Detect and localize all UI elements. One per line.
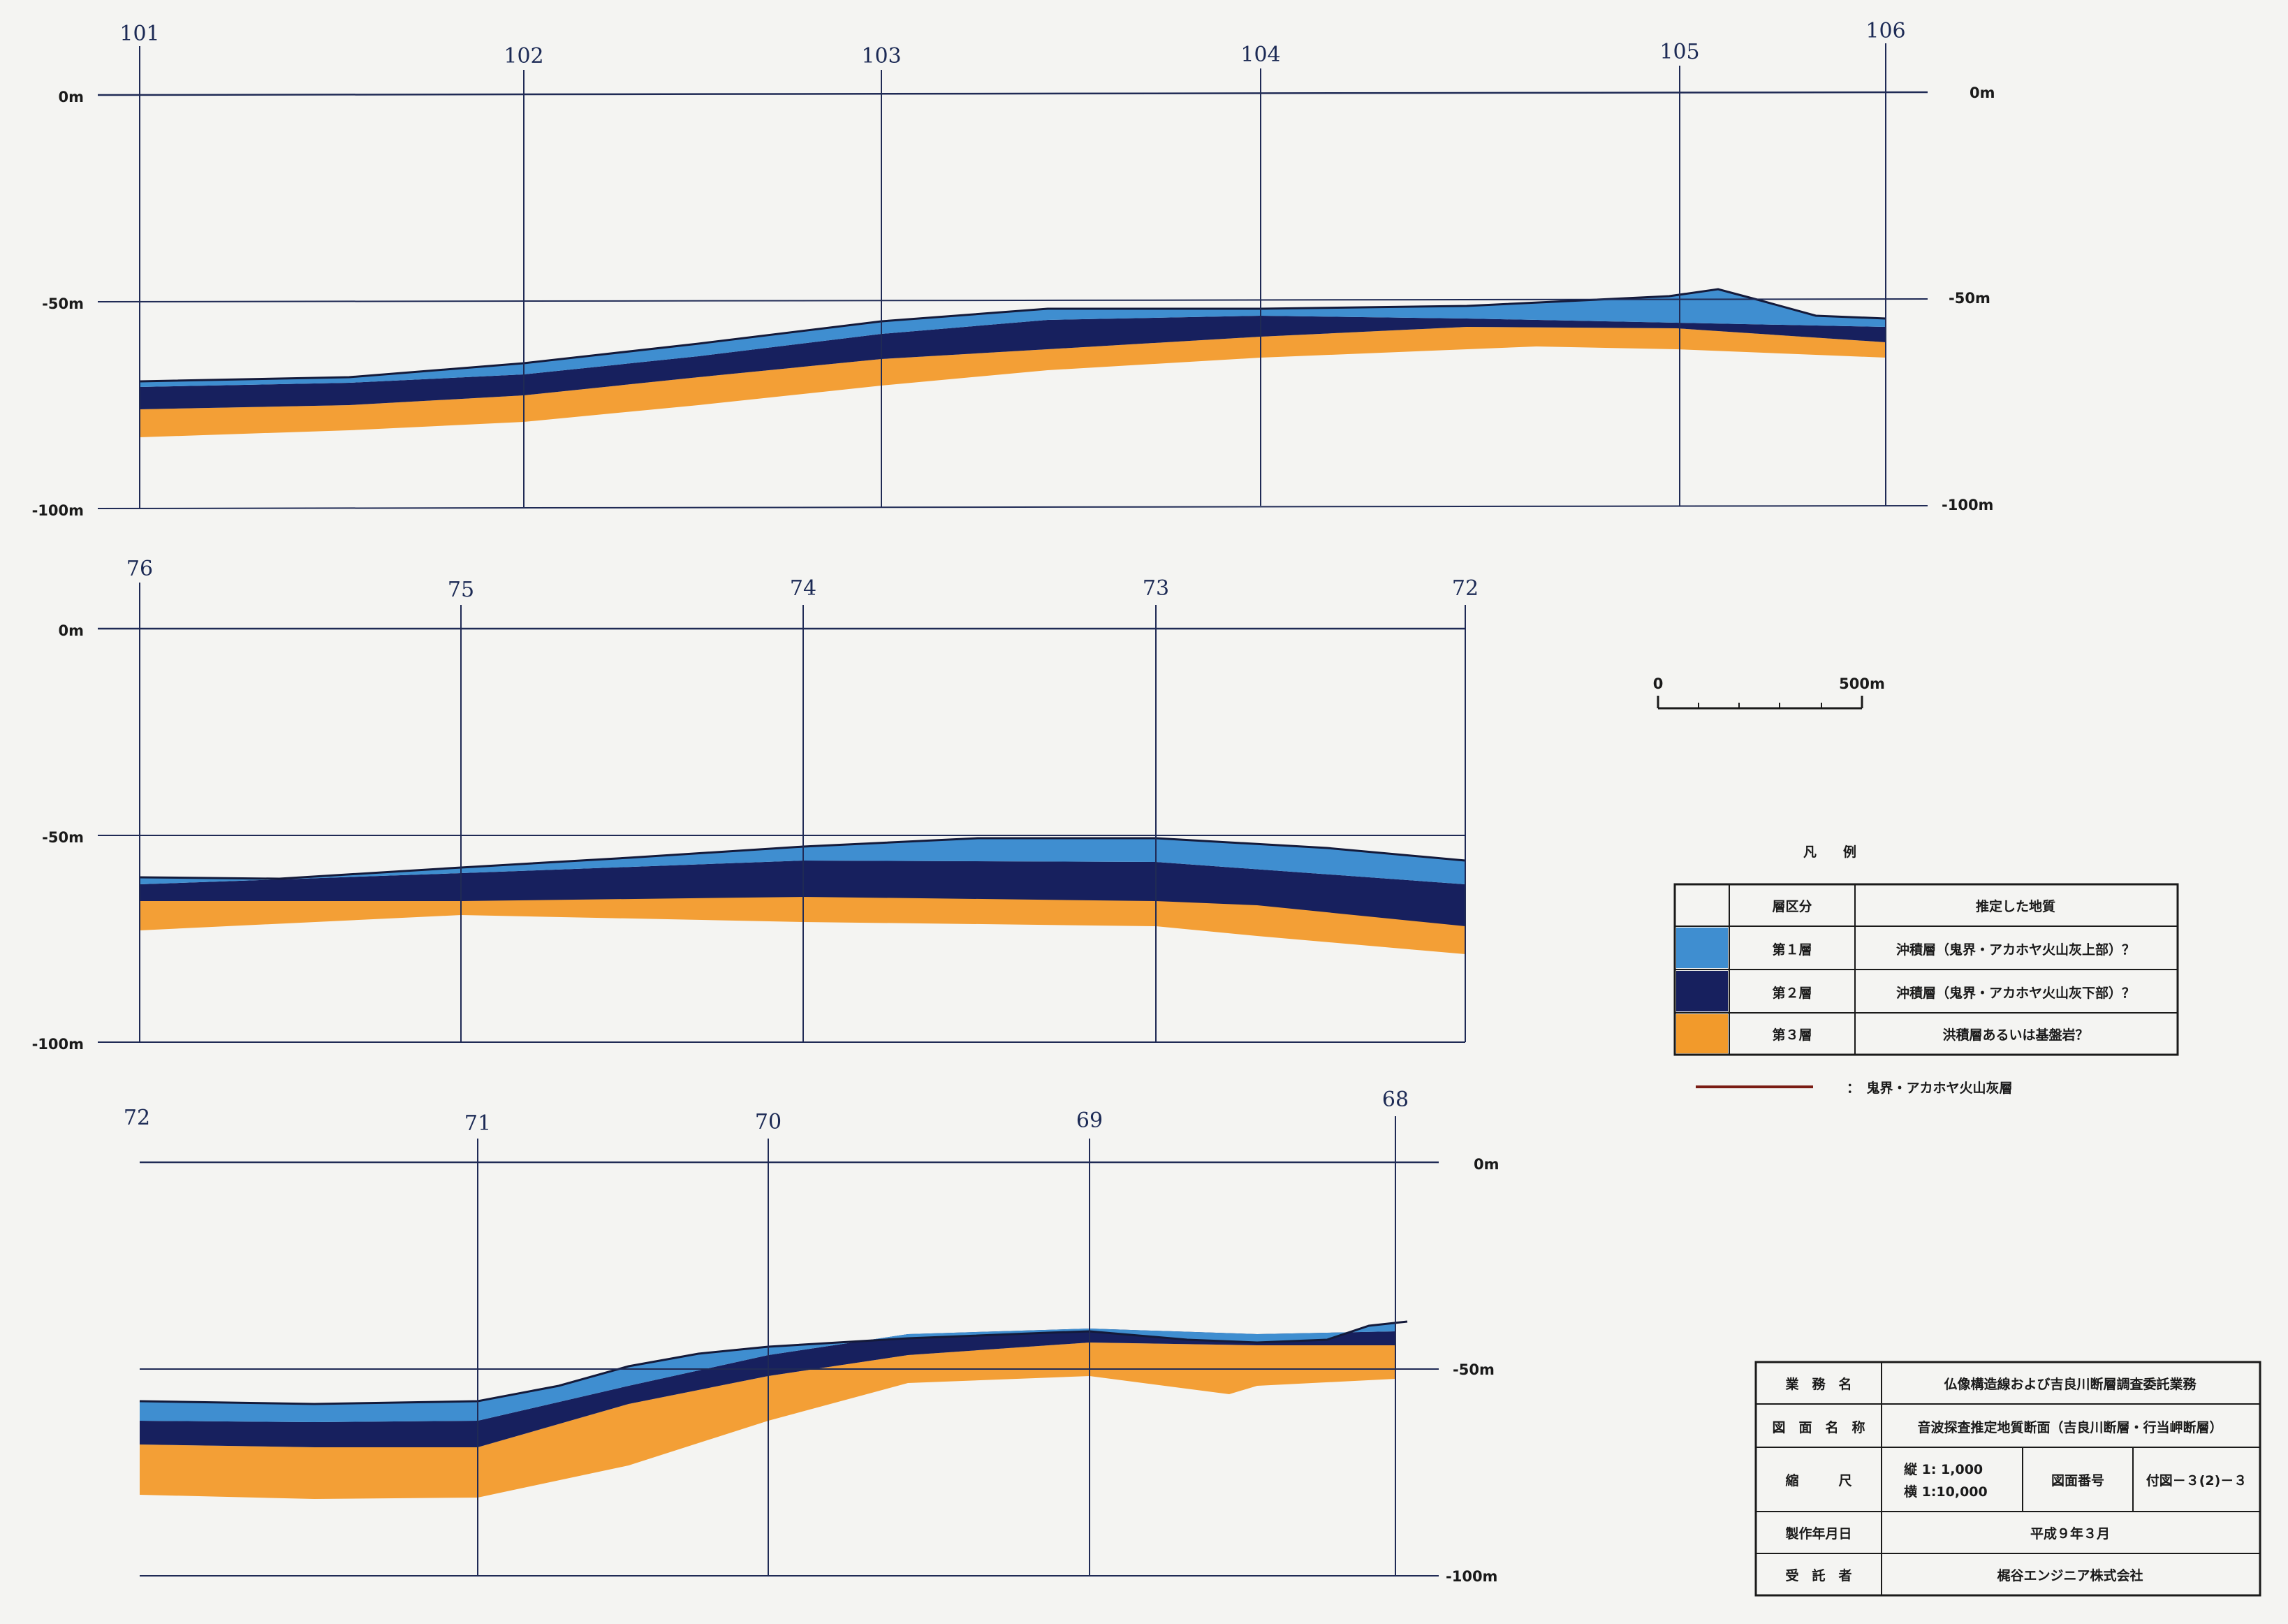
section-3-seabed-line xyxy=(139,1320,1408,1405)
section-3: 72 71 70 69 68 0m -50m -100m xyxy=(124,1088,1499,1585)
section-3-station-label: 70 xyxy=(755,1110,782,1134)
legend-layer-desc: 沖積層（鬼界・アカホヤ火山灰上部）？ xyxy=(1896,942,2135,958)
legend-layer-name: 第１層 xyxy=(1772,942,1812,958)
legend-layer-name: 第３層 xyxy=(1772,1027,1812,1043)
section-1-depth-label-left: -50m xyxy=(42,295,84,312)
section-1-depth-line-0 xyxy=(97,91,1928,96)
section-1: 101 102 103 104 105 106 0m -50m -100m 0m… xyxy=(32,19,1995,519)
section-3-station-label: 68 xyxy=(1382,1088,1409,1112)
section-1-layer-3 xyxy=(140,327,1886,437)
title-block-project-label: 業 務 名 xyxy=(1784,1376,1851,1392)
section-2-station-label: 74 xyxy=(790,576,816,601)
title-block-drawing-value: 音波探査推定地質断面（吉良川断層・行当岬断層） xyxy=(1917,1419,2222,1435)
legend-swatch-layer-3 xyxy=(1676,1014,1728,1053)
title-block: 業 務 名 仏像構造線および吉良川断層調査委託業務 図 面 名 称 音波探査推定… xyxy=(1754,1361,2261,1597)
section-1-station-label: 104 xyxy=(1240,43,1280,67)
title-block-scale-vertical: 縦 1: 1,000 xyxy=(1904,1461,1983,1477)
section-1-depth-label-right: -50m xyxy=(1949,290,1990,307)
legend-header-geology: 推定した地質 xyxy=(1976,898,2055,914)
title-block-contractor-value: 梶谷エンジニア株式会社 xyxy=(1997,1567,2143,1583)
section-2: 76 75 74 73 72 0m -50m -100m xyxy=(32,557,1479,1053)
legend-swatch-layer-2 xyxy=(1676,971,1728,1011)
section-1-layer-2 xyxy=(140,316,1886,409)
scale-bar-end-label: 500m xyxy=(1839,675,1885,692)
legend-layer-desc: 沖積層（鬼界・アカホヤ火山灰下部）？ xyxy=(1896,985,2135,1001)
legend-swatch-layer-1 xyxy=(1676,928,1728,968)
section-1-depth-label-left: 0m xyxy=(59,89,85,105)
legend-title: 凡 例 xyxy=(1803,844,1856,860)
section-3-station-label: 71 xyxy=(464,1111,491,1136)
section-1-station-label: 106 xyxy=(1865,19,1905,43)
title-block-drawing-no-value: 付図－３(2)－３ xyxy=(2146,1472,2247,1488)
title-block-border xyxy=(1754,1361,2261,1597)
title-block-drawing-label: 図 面 名 称 xyxy=(1772,1419,1865,1435)
legend-layer-name: 第２層 xyxy=(1772,985,1812,1001)
section-3-depth-label: 0m xyxy=(1474,1156,1499,1173)
section-1-depth-line-50 xyxy=(97,298,1928,302)
section-3-layer-1 xyxy=(140,1323,1395,1422)
title-block-scale-label: 縮 尺 xyxy=(1785,1472,1851,1488)
title-block-date-value: 平成９年３月 xyxy=(2030,1526,2110,1542)
section-1-station-label: 102 xyxy=(504,44,543,68)
section-1-station-label: 101 xyxy=(119,22,159,46)
section-2-station-label: 75 xyxy=(448,578,474,602)
section-2-station-label: 72 xyxy=(1452,576,1479,601)
section-1-depth-label-left: -100m xyxy=(32,502,84,519)
section-2-layer-1 xyxy=(140,838,1465,884)
section-1-layer-1 xyxy=(140,289,1886,387)
legend-header-layer: 層区分 xyxy=(1772,899,1812,914)
section-2-depth-label: -50m xyxy=(42,829,84,846)
section-2-station-label: 73 xyxy=(1143,576,1169,601)
title-block-contractor-label: 受 託 者 xyxy=(1785,1567,1851,1583)
section-3-station-label: 69 xyxy=(1076,1109,1103,1133)
section-1-station-label: 103 xyxy=(861,44,901,68)
scale-bar-start-label: 0 xyxy=(1653,675,1664,692)
section-1-depth-label-right: -100m xyxy=(1942,497,1993,513)
title-block-scale-horizontal: 横 1:10,000 xyxy=(1904,1484,1988,1500)
section-1-station-label: 105 xyxy=(1659,40,1699,64)
section-3-depth-label: -100m xyxy=(1446,1568,1497,1585)
section-2-depth-label: -100m xyxy=(32,1036,84,1053)
section-3-station-label: 72 xyxy=(124,1106,150,1130)
section-3-depth-label: -50m xyxy=(1453,1361,1495,1378)
title-block-drawing-no-label: 図面番号 xyxy=(2051,1473,2104,1488)
legend-ash-line-desc: ： 鬼界・アカホヤ火山灰層 xyxy=(1847,1080,2013,1096)
section-2-station-label: 76 xyxy=(126,557,153,581)
section-1-depth-label-right: 0m xyxy=(1970,85,1995,101)
section-2-depth-label: 0m xyxy=(59,622,85,639)
title-block-date-label: 製作年月日 xyxy=(1784,1526,1851,1542)
legend-layer-desc: 洪積層あるいは基盤岩？ xyxy=(1942,1027,2088,1043)
section-1-depth-line-100 xyxy=(97,505,1928,509)
title-block-project-value: 仏像構造線および吉良川断層調査委託業務 xyxy=(1944,1376,2197,1392)
scale-bar: 0 500m xyxy=(1653,675,1885,710)
legend: 凡 例 層区分 推定した地質 第１層 沖積層（鬼界・アカホヤ火山灰上部）？ 第２… xyxy=(1673,844,2179,1096)
